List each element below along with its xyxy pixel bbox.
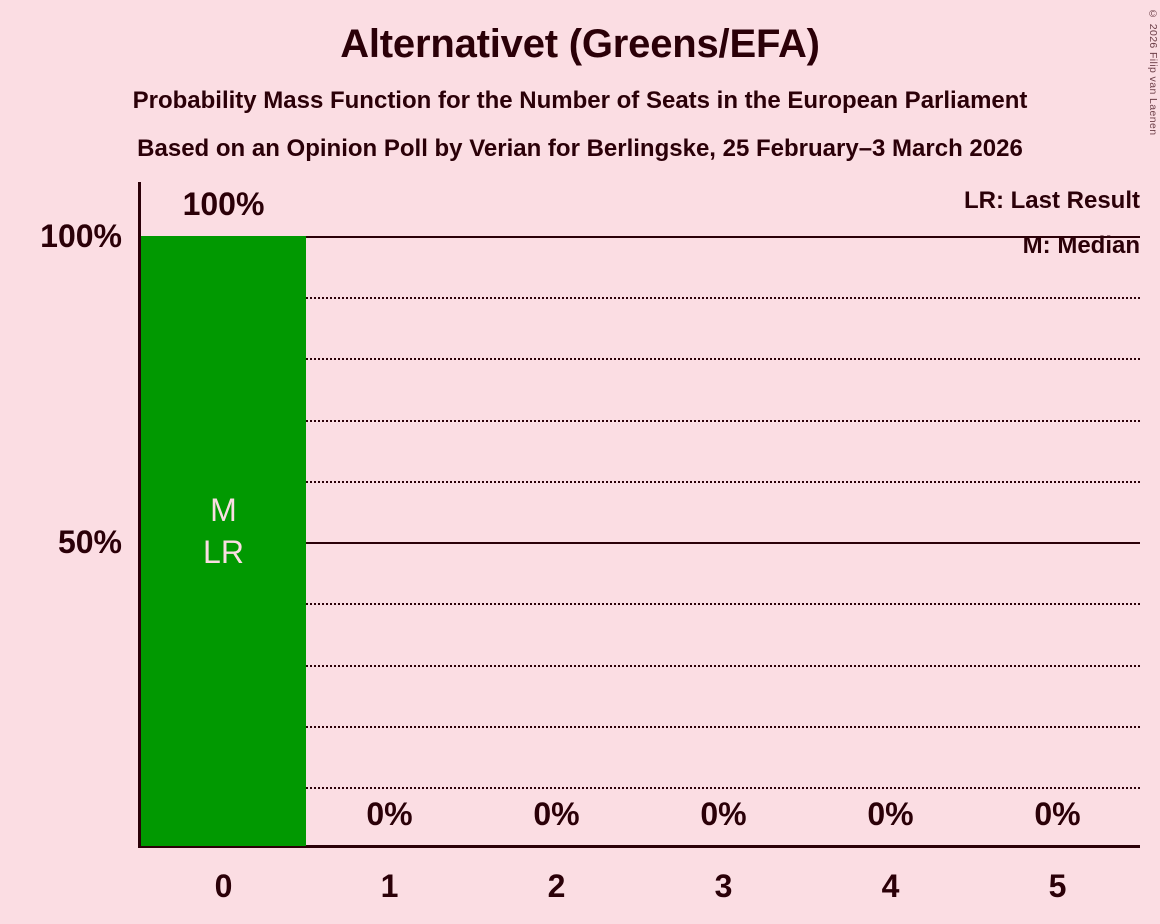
value-label-seats-0: 100% [182, 186, 265, 222]
gridline-50pct [141, 542, 1140, 544]
value-label-seats-3: 0% [700, 796, 747, 832]
bar-seats-0[interactable]: M LR [141, 236, 306, 846]
page-title: Alternativet (Greens/EFA) [340, 22, 820, 66]
x-tick-label-0: 0 [214, 868, 233, 904]
median-marker: M [210, 492, 237, 528]
gridline-30pct [141, 665, 1140, 667]
x-tick-label-1: 1 [380, 868, 399, 904]
value-label-seats-4: 0% [867, 796, 914, 832]
y-tick-label-100: 100% [40, 218, 122, 254]
gridline-40pct [141, 603, 1140, 605]
legend-item-last-result: LR: Last Result [963, 187, 1140, 214]
x-tick-label-2: 2 [547, 868, 566, 904]
gridline-90pct [141, 297, 1140, 299]
gridline-20pct [141, 726, 1140, 728]
chart-subtitle-primary: Probability Mass Function for the Number… [132, 87, 1028, 114]
y-axis-line [138, 182, 141, 847]
value-label-seats-2: 0% [533, 796, 580, 832]
last-result-marker: LR [203, 534, 244, 570]
gridline-10pct [141, 787, 1140, 789]
chart-subtitle-source: Based on an Opinion Poll by Verian for B… [137, 135, 1023, 162]
gridline-100pct [141, 236, 1140, 238]
x-tick-label-4: 4 [881, 868, 900, 904]
value-label-seats-5: 0% [1034, 796, 1081, 832]
x-axis-line [138, 845, 1140, 848]
x-tick-label-3: 3 [714, 868, 733, 904]
y-tick-label-50: 50% [57, 524, 122, 560]
x-tick-label-5: 5 [1048, 868, 1067, 904]
gridline-80pct [141, 358, 1140, 360]
value-label-seats-1: 0% [366, 796, 413, 832]
gridline-70pct [141, 420, 1140, 422]
copyright-notice: © 2026 Filip van Laenen [1147, 8, 1159, 136]
gridline-60pct [141, 481, 1140, 483]
